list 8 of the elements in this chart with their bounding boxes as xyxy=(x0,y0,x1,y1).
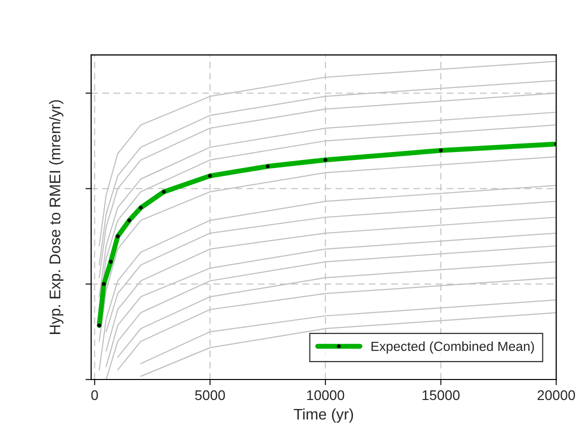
x-tick-label: 20000 xyxy=(538,390,575,400)
x-tick-label: 10000 xyxy=(307,390,344,400)
x-tick-label: 5000 xyxy=(195,390,225,400)
x-tick-label: 0 xyxy=(91,390,98,400)
x-tick-label: 15000 xyxy=(422,390,460,400)
y-axis-title: Hyp. Exp. Dose to RMEI (mrem/yr) xyxy=(49,100,64,334)
legend-label: Expected (Combined Mean) xyxy=(372,341,534,354)
x-axis-title: Time (yr) xyxy=(294,408,354,423)
